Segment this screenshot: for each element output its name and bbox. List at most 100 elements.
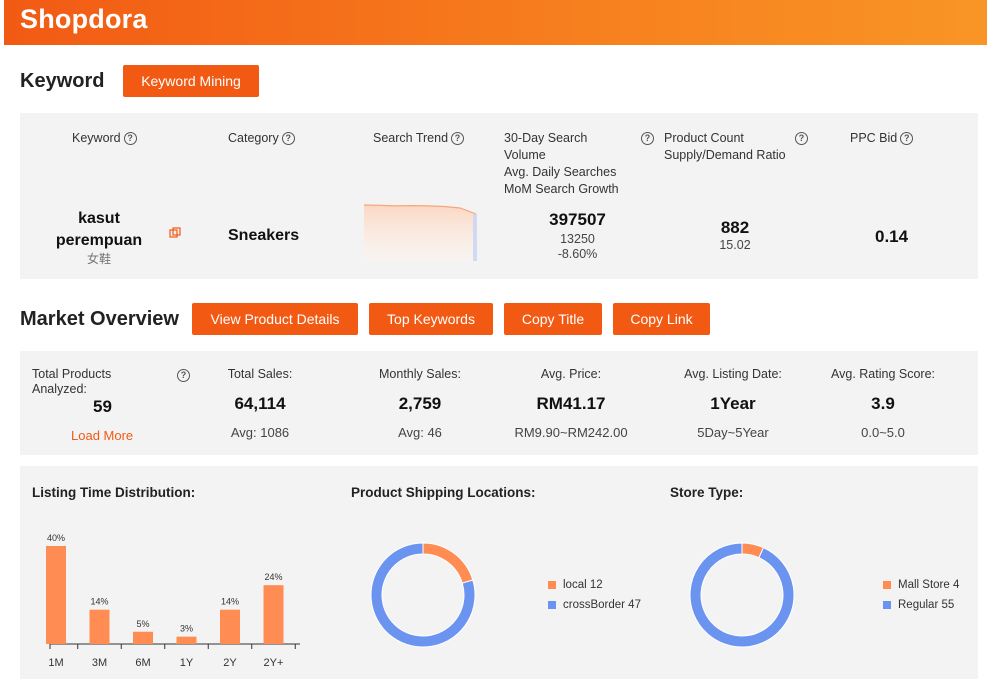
product-count-value: 882: [720, 218, 750, 237]
view-product-details-button[interactable]: View Product Details: [192, 303, 358, 335]
avg-daily-searches-value: 13250: [560, 232, 595, 246]
monthly-sales-value: 2,759: [398, 394, 442, 413]
bar-1Y: [176, 636, 197, 644]
header-ppc-bid: PPC Bid?: [850, 130, 914, 147]
header-product-count: Product Count Supply/Demand Ratio: [664, 131, 786, 162]
market-overview-title: Market Overview: [20, 308, 179, 330]
supply-demand-value: 15.02: [719, 238, 751, 252]
avg-price-label: Avg. Price:: [540, 367, 602, 381]
help-icon[interactable]: ?: [641, 132, 654, 145]
avg-price-range: RM9.90~RM242.00: [514, 425, 628, 440]
avg-price-stat: Avg. Price: RM41.17 RM9.90~RM242.00: [501, 367, 641, 440]
slice-regular: [689, 542, 795, 648]
legend-item-crossborder[interactable]: crossBorder 47: [548, 599, 641, 611]
total-products-value: 59: [93, 397, 112, 416]
copy-title-button[interactable]: Copy Title: [504, 303, 602, 335]
search-trend-sparkline: [363, 204, 477, 261]
shipping-locations-title: Product Shipping Locations:: [351, 485, 536, 500]
bar-value-label: 14%: [90, 597, 108, 607]
x-tick-label: 2Y: [223, 657, 237, 669]
legend-item-local[interactable]: local 12: [548, 579, 641, 591]
total-products-label: Total Products Analyzed:: [32, 367, 112, 396]
keyword-cell: kasut perempuan 女鞋: [40, 208, 158, 267]
top-keywords-button[interactable]: Top Keywords: [369, 303, 493, 335]
stats-panel: Total Products Analyzed: ? 59 Load More …: [20, 351, 978, 455]
monthly-sales-stat: Monthly Sales: 2,759 Avg: 46: [360, 367, 480, 440]
keyword-text-line: perempuan: [55, 232, 143, 249]
x-tick-label: 6M: [135, 657, 150, 669]
bar-value-label: 40%: [47, 533, 65, 543]
avg-rating-range: 0.0~5.0: [861, 425, 905, 440]
avg-listing-range: 5Day~5Year: [697, 425, 769, 440]
category-value: Sneakers: [228, 227, 300, 244]
avg-rating-value: 3.9: [871, 394, 895, 413]
bar-1M: [46, 546, 66, 644]
trend-area: [364, 205, 476, 261]
product-count-cell: 882 15.02: [685, 218, 785, 252]
bar-value-label: 14%: [221, 597, 239, 607]
monthly-sales-avg: Avg: 46: [398, 425, 442, 440]
help-icon[interactable]: ?: [900, 132, 914, 146]
copy-link-button[interactable]: Copy Link: [613, 303, 710, 335]
avg-listing-label: Avg. Listing Date:: [684, 367, 782, 381]
total-sales-label: Total Sales:: [227, 367, 293, 381]
keyword-section-title: Keyword: [20, 70, 105, 92]
keyword-text-line: kasut: [78, 210, 120, 227]
trend-last-segment: [473, 214, 477, 261]
legend-item-mall-store[interactable]: Mall Store 4: [883, 579, 959, 591]
avg-listing-value: 1Year: [710, 394, 756, 413]
total-sales-stat: Total Sales: 64,114 Avg: 1086: [210, 367, 310, 440]
store-type-title: Store Type:: [670, 485, 744, 500]
bar-2Y+: [263, 585, 284, 644]
bar-3M: [89, 609, 110, 644]
shipping-legend: local 12 crossBorder 47: [548, 579, 641, 611]
help-icon[interactable]: ?: [281, 132, 295, 146]
legend-swatch: [883, 601, 891, 609]
legend-item-regular[interactable]: Regular 55: [883, 599, 959, 611]
bar-value-label: 24%: [264, 572, 282, 582]
help-icon[interactable]: ?: [177, 369, 190, 382]
total-sales-value: 64,114: [234, 394, 286, 413]
shipping-locations-donut: [370, 542, 476, 648]
trend-line: [363, 204, 477, 215]
header-search-volume: 30-Day Search Volume Avg. Daily Searches…: [504, 131, 619, 196]
slice-crossborder: [370, 542, 476, 648]
listing-time-bar-chart: 40% 1M 14% 3M 5% 6M 3% 1Y 14% 2Y 24% 2Y+: [46, 533, 300, 669]
monthly-sales-label: Monthly Sales:: [379, 367, 461, 381]
bar-2Y: [220, 609, 240, 644]
top-bar: Shopdora: [4, 0, 987, 45]
avg-rating-stat: Avg. Rating Score: 3.9 0.0~5.0: [818, 367, 948, 440]
avg-price-value: RM41.17: [536, 394, 606, 413]
search-volume-cell: 397507 13250 -8.60%: [520, 210, 635, 262]
bar-6M: [133, 631, 153, 644]
header-category: Category?: [228, 130, 295, 147]
ppc-bid-value: 0.14: [875, 227, 909, 246]
avg-listing-stat: Avg. Listing Date: 1Year 5Day~5Year: [668, 367, 798, 440]
bar-value-label: 5%: [136, 619, 149, 629]
help-icon[interactable]: ?: [795, 132, 808, 145]
app-logo: Shopdora: [20, 4, 148, 34]
help-icon[interactable]: ?: [123, 132, 137, 146]
search-volume-value: 397507: [549, 210, 606, 229]
header-search-trend: Search Trend?: [373, 130, 465, 147]
keyword-translation: 女鞋: [86, 252, 111, 266]
listing-time-title: Listing Time Distribution:: [32, 485, 196, 500]
help-icon[interactable]: ?: [451, 132, 465, 146]
charts-panel: Listing Time Distribution: 40% 1M 14% 3M 5% 6…: [20, 466, 978, 679]
keyword-table: Keyword? Category? Search Trend? 30-Day …: [20, 113, 978, 279]
slice-local: [422, 542, 474, 584]
x-tick-label: 2Y+: [264, 657, 284, 669]
legend-swatch: [548, 601, 556, 609]
x-tick-label: 1M: [48, 657, 63, 669]
load-more-link[interactable]: Load More: [71, 428, 134, 443]
x-tick-label: 1Y: [180, 657, 194, 669]
avg-rating-label: Avg. Rating Score:: [831, 367, 935, 381]
x-tick-label: 3M: [92, 657, 107, 669]
legend-swatch: [548, 581, 556, 589]
store-type-legend: Mall Store 4 Regular 55: [883, 579, 959, 611]
header-keyword: Keyword?: [72, 130, 137, 147]
keyword-mining-button[interactable]: Keyword Mining: [123, 65, 259, 97]
bar-value-label: 3%: [180, 624, 193, 634]
copy-icon[interactable]: [169, 226, 181, 238]
store-type-donut: [689, 542, 795, 648]
